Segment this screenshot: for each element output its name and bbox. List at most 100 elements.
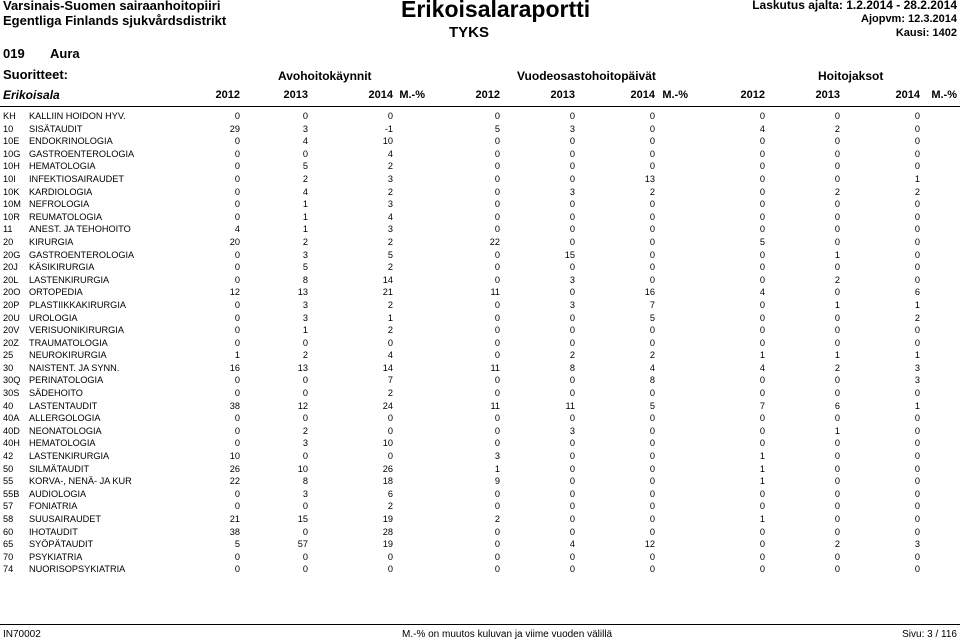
value-cell: 0 [834,526,840,537]
value-cell: 0 [834,501,840,512]
table-row: 10H HEMATOLOGIA 0 5 2 0 0 0 0 0 0 [0,160,960,173]
value-cell: 1 [302,211,308,222]
value-cell: 0 [649,161,655,172]
value-cell: 0 [569,337,575,348]
value-cell: 0 [914,224,920,235]
value-cell: 1 [914,350,920,361]
value-cell: 0 [914,451,920,462]
value-cell: 1 [834,425,840,436]
value-cell: 0 [494,325,500,336]
value-cell: 0 [494,438,500,449]
value-cell: 0 [569,236,575,247]
value-cell: 16 [644,287,655,298]
value-cell: 0 [649,501,655,512]
value-cell: 11 [490,362,500,373]
value-cell: 38 [229,400,240,411]
value-cell: 12 [297,400,308,411]
page-number: Sivu: 3 / 116 [902,629,957,640]
value-cell: 5 [649,312,655,323]
table-row: 30S SÄDEHOITO 0 0 2 0 0 0 0 0 0 [0,387,960,400]
value-cell: 0 [834,262,840,273]
value-cell: 19 [382,514,393,524]
value-cell: 0 [387,111,393,121]
specialty-name: GASTROENTEROLOGIA [29,148,135,159]
value-cell: 4 [302,136,308,147]
column-header: 2014 [368,89,393,101]
specialty-code: 40H [3,438,20,449]
value-cell: 4 [387,211,393,222]
value-cell: 3 [387,173,393,184]
specialty-code: 25 [3,350,14,361]
value-cell: 10 [382,136,393,147]
value-cell: 0 [759,274,765,285]
specialty-name: LASTENTAUDIT [29,400,98,411]
table-row: 40H HEMATOLOGIA 0 3 10 0 0 0 0 0 0 [0,437,960,450]
specialty-code: 55B [3,488,20,499]
value-cell: 0 [759,249,765,260]
value-cell: 0 [569,287,575,298]
value-cell: 14 [382,274,393,285]
value-cell: 0 [494,136,500,147]
report-subtitle: TYKS [449,24,490,41]
specialty-code: 10E [3,136,20,147]
value-cell: 0 [234,161,240,172]
specialty-table: KH KALLIIN HOIDON HYV. 0 0 0 0 0 0 0 0 0 10 SISÄTAUD… [0,110,960,576]
value-cell: 0 [494,249,500,260]
value-cell: 0 [569,463,575,474]
specialty-name: ANEST. JA TEHOHOITO [29,224,131,235]
value-cell: 19 [382,539,393,550]
specialty-code: 10K [3,186,20,197]
value-cell: 1 [302,199,308,210]
value-cell: 0 [914,199,920,210]
value-cell: 11 [490,400,500,411]
value-cell: 5 [649,400,655,411]
table-row: 57 FONIATRIA 0 0 2 0 0 0 0 0 0 [0,500,960,513]
specialty-code: 20J [3,262,18,273]
header-divider [0,106,960,107]
value-cell: 11 [565,400,575,411]
value-cell: 0 [494,501,500,512]
value-cell: 0 [649,451,655,462]
specialty-name: NEONATOLOGIA [29,425,102,436]
value-cell: 0 [914,262,920,273]
value-cell: 1 [914,400,920,411]
value-cell: 0 [387,451,393,462]
specialty-code: 20 [3,236,14,247]
value-cell: 3 [914,375,920,386]
value-cell: 5 [387,249,393,260]
value-cell: 2 [387,186,393,197]
value-cell: 0 [302,388,308,399]
value-cell: 0 [569,476,575,487]
table-row: 20V VERISUONIKIRURGIA 0 1 2 0 0 0 0 0 0 [0,324,960,337]
value-cell: 0 [914,148,920,159]
value-cell: 0 [649,476,655,487]
value-cell: 13 [297,362,308,373]
value-cell: 0 [649,262,655,273]
value-cell: 0 [494,111,500,121]
value-cell: 0 [494,262,500,273]
value-cell: 0 [234,299,240,310]
value-cell: 0 [494,539,500,550]
column-header: M.-% [931,89,957,101]
value-cell: 6 [914,287,920,298]
value-cell: 1 [914,173,920,184]
value-cell: 2 [834,123,840,134]
value-cell: 0 [759,111,765,121]
value-cell: 11 [490,287,500,298]
run-date: Ajopvm: 12.3.2014 [861,13,957,25]
value-cell: 1 [759,514,765,524]
value-cell: 3 [569,274,575,285]
specialty-code: 30Q [3,375,21,386]
value-cell: 0 [914,236,920,247]
column-header: 2013 [550,89,575,101]
table-row: 20U UROLOGIA 0 3 1 0 0 5 0 0 2 [0,312,960,325]
value-cell: 3 [387,224,393,235]
value-cell: 21 [382,287,393,298]
value-cell: 8 [569,362,575,373]
value-cell: 0 [569,413,575,424]
value-cell: 0 [494,224,500,235]
value-cell: 0 [387,337,393,348]
value-cell: 0 [834,199,840,210]
value-cell: 0 [834,325,840,336]
column-header: 2012 [475,89,500,101]
